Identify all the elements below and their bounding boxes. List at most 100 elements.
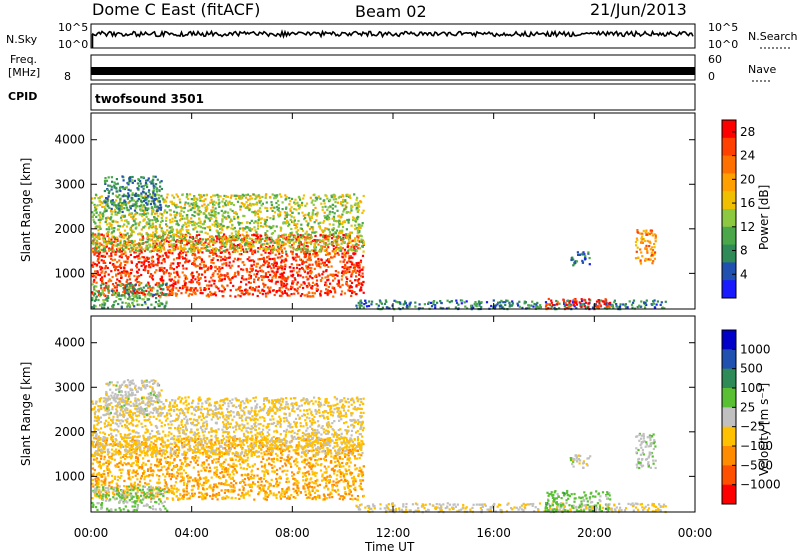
heatmap-cell (107, 231, 110, 234)
heatmap-cell (315, 279, 319, 282)
heatmap-cell (147, 177, 150, 180)
heatmap-cell (224, 210, 227, 213)
nave-tick-top: 60 (708, 53, 722, 66)
heatmap-cell (99, 211, 102, 214)
heatmap-cell (182, 210, 186, 214)
heatmap-cell (475, 302, 479, 306)
heatmap-cell (116, 190, 119, 193)
heatmap-cell (131, 193, 134, 196)
heatmap-cell (134, 248, 137, 251)
heatmap-cell (107, 195, 110, 198)
heatmap-cell (147, 257, 150, 260)
heatmap-cell (223, 274, 226, 277)
heatmap-cell (252, 193, 255, 196)
heatmap-cell (188, 204, 191, 207)
heatmap-cell (130, 239, 134, 243)
heatmap-cell (615, 303, 618, 306)
heatmap-cell (290, 215, 293, 218)
heatmap-cell (128, 240, 131, 243)
heatmap-cell (573, 261, 576, 264)
heatmap-cell (120, 274, 123, 277)
heatmap-cell (184, 201, 187, 204)
heatmap-cell (597, 299, 601, 302)
heatmap-cell (351, 261, 354, 264)
heatmap-cell (277, 247, 281, 250)
heatmap-cell (128, 275, 131, 278)
heatmap-cell (608, 305, 611, 308)
heatmap-cell (102, 283, 105, 286)
heatmap-cell (258, 237, 261, 240)
heatmap-cell (276, 243, 279, 246)
heatmap-cell (110, 257, 113, 260)
heatmap-cell (320, 290, 323, 293)
heatmap-cell (178, 212, 181, 215)
heatmap-cell (197, 241, 200, 244)
heatmap-cell (101, 306, 104, 309)
heatmap-cell (635, 237, 638, 240)
heatmap-cell (312, 455, 315, 458)
heatmap-cell (105, 232, 108, 235)
heatmap-cell (136, 297, 139, 300)
heatmap-cell (182, 239, 185, 242)
heatmap-cell (358, 289, 362, 292)
heatmap-cell (278, 287, 281, 290)
heatmap-cell (326, 197, 329, 200)
heatmap-cell (174, 216, 177, 219)
heatmap-cell (362, 194, 365, 198)
heatmap-cell (387, 306, 390, 309)
heatmap-cell (149, 203, 152, 206)
heatmap-cell (193, 253, 196, 256)
nsky-tick-bottom: 10^0 (58, 38, 88, 51)
heatmap-cell (212, 238, 215, 241)
heatmap-cell (572, 258, 575, 261)
heatmap-cell (304, 213, 307, 216)
heatmap-cell (336, 274, 339, 277)
heatmap-cell (269, 217, 272, 220)
heatmap-cell (176, 239, 179, 242)
heatmap-cell (126, 260, 129, 263)
heatmap-cell (222, 205, 225, 208)
heatmap-cell (308, 253, 311, 256)
heatmap-cell (539, 304, 542, 307)
heatmap-cell (193, 221, 196, 224)
heatmap-cell (167, 233, 170, 237)
heatmap-cell (152, 249, 156, 252)
heatmap-cell (158, 284, 161, 287)
heatmap-cell (312, 295, 315, 298)
heatmap-cell (152, 184, 155, 187)
heatmap-cell (292, 246, 295, 249)
heatmap-cell (126, 232, 129, 235)
heatmap-cell (144, 241, 147, 244)
heatmap-cell (130, 272, 133, 275)
heatmap-cell (193, 223, 196, 227)
heatmap-cell (332, 232, 335, 235)
heatmap-cell (333, 255, 336, 258)
heatmap-cell (271, 232, 275, 235)
heatmap-cell (301, 262, 304, 265)
heatmap-cell (172, 235, 175, 238)
heatmap-cell (211, 201, 214, 204)
heatmap-cell (160, 248, 163, 251)
heatmap-cell (341, 225, 345, 229)
heatmap-cell (103, 255, 107, 258)
heatmap-cell (573, 301, 576, 304)
heatmap-cell (186, 286, 189, 289)
heatmap-cell (384, 299, 387, 302)
heatmap-cell (243, 292, 246, 296)
heatmap-cell (252, 288, 255, 291)
heatmap-cell (94, 233, 97, 236)
heatmap-cell (161, 214, 164, 217)
heatmap-cell (171, 229, 174, 232)
heatmap-cell (354, 202, 357, 205)
heatmap-cell (334, 460, 337, 464)
heatmap-cell (284, 238, 288, 241)
heatmap-cell (332, 242, 335, 245)
heatmap-cell (264, 272, 267, 275)
heatmap-cell (235, 236, 238, 239)
heatmap-cell (303, 250, 306, 254)
heatmap-cell (575, 301, 578, 304)
heatmap-cell (103, 249, 107, 252)
heatmap-cell (269, 207, 272, 210)
heatmap-cell (201, 238, 204, 241)
